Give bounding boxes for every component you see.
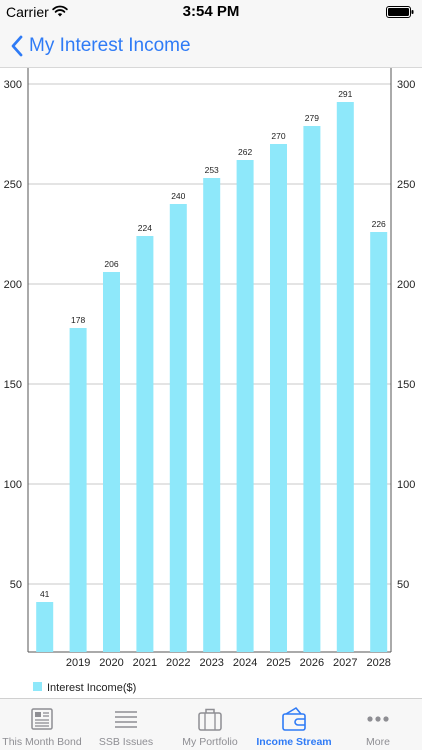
tab-bar: This Month Bond SSB Issues My Portfolio … [0, 698, 422, 750]
interest-income-chart: 50 50 100 100 150 150 200 200 250 250 300 300 41 178 2… [0, 68, 422, 698]
tab-this-month-bond[interactable]: This Month Bond [0, 699, 84, 750]
bar-chart: 50 50 100 100 150 150 200 200 250 250 300 300 41 178 2… [4, 68, 415, 694]
y-tick-label-right: 300 [397, 79, 415, 91]
more-icon [367, 716, 389, 722]
clock: 3:54 PM [182, 3, 240, 20]
x-tick-label: 2019 [66, 657, 90, 669]
y-tick-label-left: 50 [10, 579, 22, 591]
back-button[interactable]: My Interest Income [10, 32, 191, 60]
y-tick-label-left: 150 [4, 379, 22, 391]
x-tick-label: 2020 [99, 657, 123, 669]
chevron-left-icon [11, 35, 23, 57]
tab-income-stream[interactable]: Income Stream [252, 699, 336, 750]
newspaper-icon [31, 708, 53, 730]
bar-value-label: 253 [205, 165, 219, 175]
wallet-icon [282, 707, 306, 731]
x-tick-label: 2024 [233, 657, 257, 669]
bar-value-label: 291 [338, 89, 352, 99]
status-bar: Carrier 3:54 PM [0, 0, 422, 24]
navigation-bar: My Interest Income [0, 24, 422, 68]
tab-label: This Month Bond [2, 736, 82, 748]
y-tick-label-right: 250 [397, 179, 415, 191]
bar [370, 232, 388, 652]
bar [236, 160, 254, 652]
carrier-label: Carrier [6, 4, 49, 20]
bar-value-label: 41 [40, 589, 50, 599]
battery-icon [386, 6, 414, 18]
bar-value-label: 279 [305, 113, 319, 123]
list-icon [115, 711, 137, 728]
y-tick-label-left: 300 [4, 79, 22, 91]
briefcase-icon [198, 708, 222, 731]
tab-label: SSB Issues [98, 736, 154, 748]
bar-value-label: 240 [171, 191, 185, 201]
tab-label: My Portfolio [182, 736, 238, 748]
y-tick-label-right: 200 [397, 279, 415, 291]
bar [336, 102, 354, 652]
y-tick-label-right: 100 [397, 479, 415, 491]
bar [270, 144, 287, 652]
x-tick-label: 2021 [133, 657, 157, 669]
bar-value-label: 178 [71, 315, 85, 325]
bar [103, 272, 120, 652]
x-tick-label: 2027 [333, 657, 357, 669]
bar-value-label: 262 [238, 147, 252, 157]
tab-ssb-issues[interactable]: SSB Issues [84, 699, 168, 750]
x-tick-label: 2023 [199, 657, 223, 669]
tab-label: More [366, 736, 390, 748]
bar [36, 602, 54, 652]
bar [136, 236, 154, 652]
bar [203, 178, 221, 652]
wifi-icon [52, 5, 68, 17]
tab-label: Income Stream [256, 736, 332, 748]
bar-value-label: 270 [271, 131, 285, 141]
y-tick-label-left: 200 [4, 279, 22, 291]
x-tick-label: 2025 [266, 657, 290, 669]
y-tick-label-left: 250 [4, 179, 22, 191]
bar-value-label: 206 [104, 259, 118, 269]
y-tick-label-left: 100 [4, 479, 22, 491]
legend-label: Interest Income($) [47, 682, 136, 694]
y-tick-label-right: 50 [397, 579, 409, 591]
legend-swatch [33, 682, 42, 691]
bar [169, 204, 187, 652]
bar-value-label: 226 [372, 219, 386, 229]
x-tick-label: 2028 [366, 657, 390, 669]
page-title: My Interest Income [29, 35, 191, 56]
y-tick-label-right: 150 [397, 379, 415, 391]
bar [69, 328, 87, 652]
bar-value-label: 224 [138, 223, 152, 233]
tab-my-portfolio[interactable]: My Portfolio [168, 699, 252, 750]
x-tick-label: 2026 [300, 657, 324, 669]
tab-more[interactable]: More [336, 699, 420, 750]
bar [303, 126, 321, 652]
x-tick-label: 2022 [166, 657, 190, 669]
